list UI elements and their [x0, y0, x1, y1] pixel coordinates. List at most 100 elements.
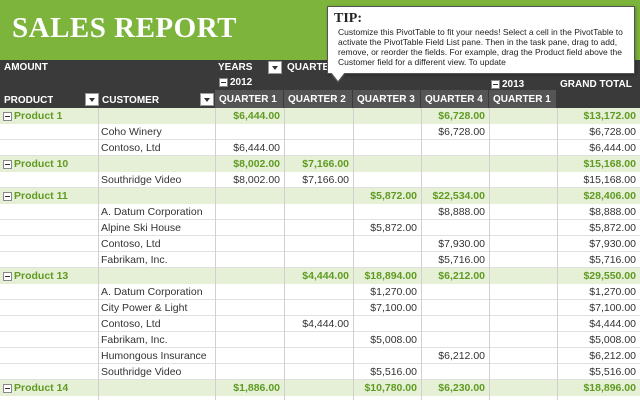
product-row[interactable]: Product 10 $8,002.00 $7,166.00 $15,168.00 [0, 156, 640, 172]
value-cell[interactable] [215, 316, 284, 332]
customer-row[interactable]: Fabrikam, Inc. $5,716.00 $5,716.00 [0, 252, 640, 268]
grand-total-cell[interactable]: $5,716.00 [589, 254, 636, 266]
value-cell[interactable] [489, 108, 557, 124]
value-cell[interactable]: $6,230.00 [438, 382, 485, 394]
collapse-icon[interactable] [3, 383, 12, 393]
value-cell[interactable] [284, 380, 353, 396]
grand-total-cell[interactable]: $6,212.00 [589, 350, 636, 362]
value-cell[interactable] [421, 316, 489, 332]
value-cell[interactable]: $10,780.00 [364, 382, 417, 394]
collapse-icon[interactable] [3, 191, 12, 201]
customer-row[interactable]: Fabrikam, Inc. $5,008.00 $5,008.00 [0, 332, 640, 348]
value-cell[interactable]: $4,444.00 [302, 270, 349, 282]
collapse-icon[interactable] [491, 79, 500, 89]
value-cell[interactable]: $7,100.00 [370, 302, 417, 314]
value-cell[interactable] [421, 156, 489, 172]
value-cell[interactable] [489, 204, 557, 220]
value-cell[interactable] [215, 124, 284, 140]
value-cell[interactable] [284, 252, 353, 268]
value-cell[interactable] [489, 316, 557, 332]
value-cell[interactable] [215, 204, 284, 220]
grand-total-cell[interactable]: $8,888.00 [589, 206, 636, 218]
value-cell[interactable] [215, 364, 284, 380]
customer-row[interactable]: Alpine Ski House $5,872.00 $5,872.00 [0, 220, 640, 236]
product-row[interactable]: Product 11 $5,872.00 $22,534.00 $28,406.00 [0, 188, 640, 204]
customer-filter-dropdown[interactable] [200, 93, 214, 106]
customer-row[interactable]: Southridge Video $8,002.00 $7,166.00 $15,16… [0, 172, 640, 188]
value-cell[interactable] [284, 364, 353, 380]
value-cell[interactable]: $1,886.00 [233, 382, 280, 394]
grand-total-cell[interactable]: $15,168.00 [583, 158, 636, 170]
value-cell[interactable] [353, 316, 421, 332]
value-cell[interactable]: $1,270.00 [370, 286, 417, 298]
column-header-quarter-3[interactable]: QUARTER 3 [353, 90, 421, 108]
value-cell[interactable]: $6,212.00 [438, 270, 485, 282]
collapse-icon[interactable] [3, 271, 12, 281]
value-cell[interactable] [215, 332, 284, 348]
grand-total-cell[interactable]: $1,270.00 [589, 286, 636, 298]
grand-total-cell[interactable]: $4,444.00 [589, 318, 636, 330]
value-cell[interactable] [284, 300, 353, 316]
value-cell[interactable] [421, 364, 489, 380]
value-cell[interactable] [284, 188, 353, 204]
grand-total-cell[interactable]: $7,930.00 [589, 238, 636, 250]
value-cell[interactable] [284, 284, 353, 300]
value-cell[interactable] [489, 236, 557, 252]
customer-row[interactable]: Contoso, Ltd $7,930.00 $7,930.00 [0, 236, 640, 252]
value-cell[interactable] [421, 140, 489, 156]
value-cell[interactable] [489, 284, 557, 300]
customer-row[interactable]: Contoso, Ltd $4,444.00 $4,444.00 [0, 316, 640, 332]
value-cell[interactable] [353, 172, 421, 188]
value-cell[interactable]: $7,166.00 [302, 158, 349, 170]
grand-total-cell[interactable]: $5,008.00 [589, 334, 636, 346]
value-cell[interactable]: $6,444.00 [233, 110, 280, 122]
value-cell[interactable] [215, 284, 284, 300]
grand-total-cell[interactable]: $5,872.00 [589, 222, 636, 234]
grand-total-cell[interactable]: $6,728.00 [589, 126, 636, 138]
value-cell[interactable] [353, 204, 421, 220]
customer-row[interactable]: A. Datum Corporation $1,270.00 $1,270.00 [0, 284, 640, 300]
year-2012-group[interactable]: 2012 [219, 77, 252, 88]
value-cell[interactable]: $6,444.00 [233, 142, 280, 154]
product-row[interactable]: Product 1 $6,444.00 $6,728.00 $13,172.00 [0, 108, 640, 124]
customer-row[interactable]: Southridge Video $5,516.00 $5,516.00 [0, 364, 640, 380]
customer-row[interactable]: Contoso, Ltd $6,444.00 $6,444.00 [0, 140, 640, 156]
value-cell[interactable] [489, 380, 557, 396]
value-cell[interactable] [489, 124, 557, 140]
value-cell[interactable] [489, 156, 557, 172]
value-cell[interactable] [489, 140, 557, 156]
grand-total-cell[interactable]: $6,444.00 [589, 142, 636, 154]
value-cell[interactable] [489, 172, 557, 188]
year-2013-group[interactable]: 2013 [491, 79, 524, 90]
value-cell[interactable] [353, 252, 421, 268]
column-header-quarter-4[interactable]: QUARTER 4 [421, 90, 489, 108]
grand-total-cell[interactable]: $29,550.00 [583, 270, 636, 282]
value-cell[interactable]: $6,728.00 [438, 126, 485, 138]
column-header-quarter-2[interactable]: QUARTER 2 [284, 90, 353, 108]
value-cell[interactable]: $8,002.00 [233, 174, 280, 186]
grand-total-cell[interactable]: $13,172.00 [583, 110, 636, 122]
value-cell[interactable] [421, 172, 489, 188]
value-cell[interactable]: $5,008.00 [370, 334, 417, 346]
column-header-quarter-1[interactable]: QUARTER 1 [215, 90, 284, 108]
value-cell[interactable] [215, 252, 284, 268]
value-cell[interactable] [489, 268, 557, 284]
value-cell[interactable] [284, 108, 353, 124]
value-cell[interactable] [489, 332, 557, 348]
collapse-icon[interactable] [3, 159, 12, 169]
value-cell[interactable]: $18,894.00 [364, 270, 417, 282]
value-cell[interactable] [284, 332, 353, 348]
value-cell[interactable] [353, 156, 421, 172]
value-cell[interactable] [284, 348, 353, 364]
grand-total-cell[interactable]: $18,896.00 [583, 382, 636, 394]
value-cell[interactable]: $5,872.00 [370, 190, 417, 202]
product-row[interactable]: Product 13 $4,444.00 $18,894.00 $6,212.00 $2… [0, 268, 640, 284]
product-filter-dropdown[interactable] [85, 93, 99, 106]
value-cell[interactable] [489, 348, 557, 364]
value-cell[interactable] [421, 332, 489, 348]
value-cell[interactable] [489, 364, 557, 380]
column-header-2013-quarter-1[interactable]: QUARTER 1 [489, 90, 557, 108]
collapse-icon[interactable] [3, 111, 12, 121]
value-cell[interactable]: $6,212.00 [438, 350, 485, 362]
value-cell[interactable]: $5,872.00 [370, 222, 417, 234]
